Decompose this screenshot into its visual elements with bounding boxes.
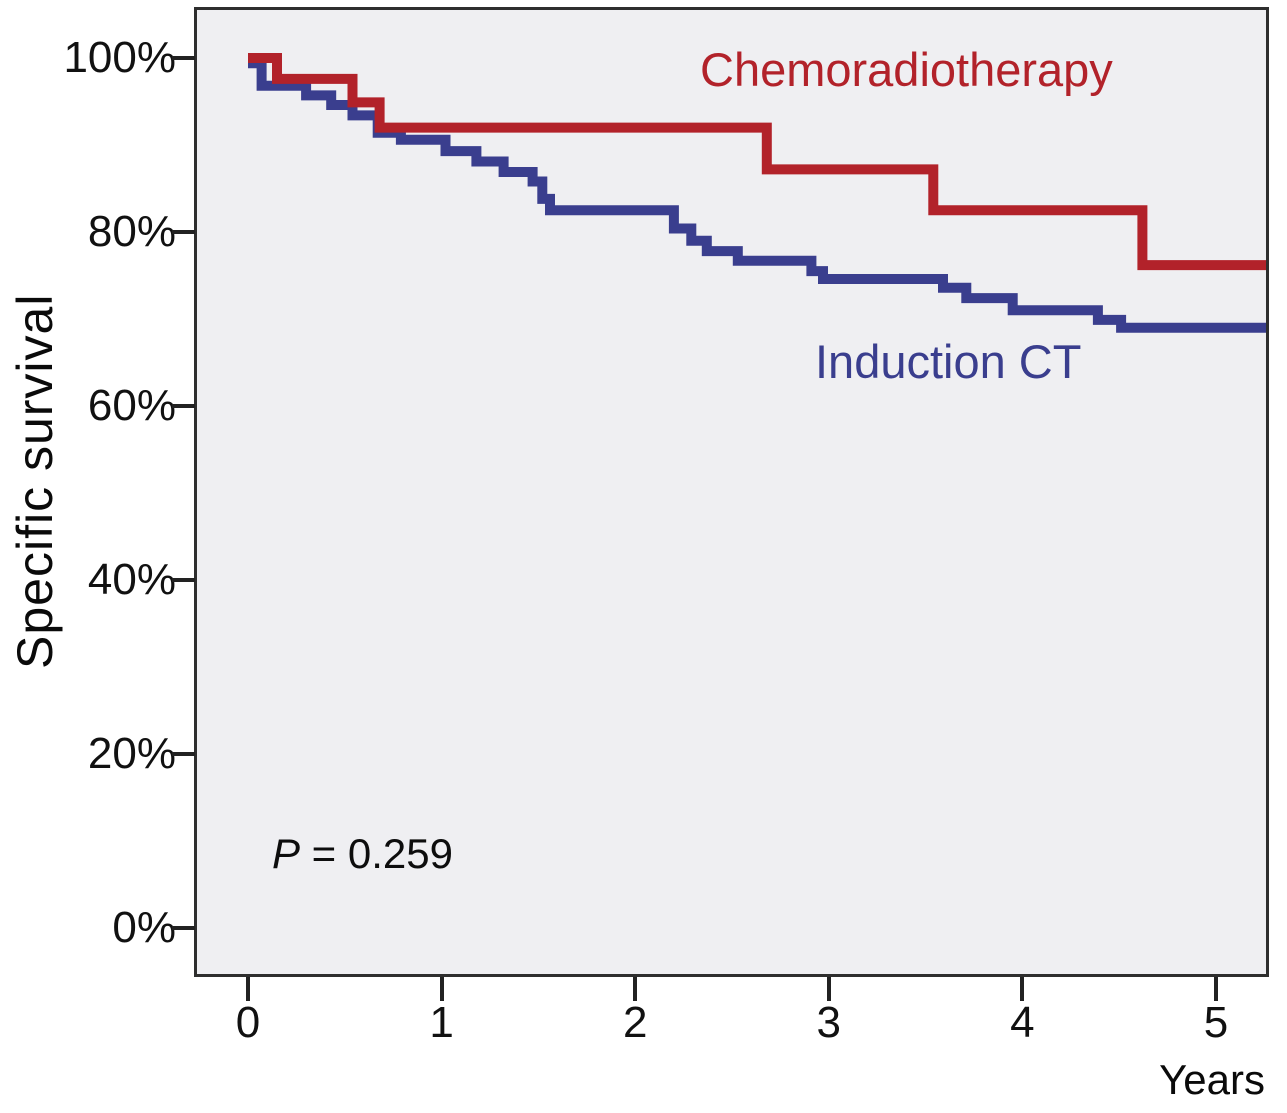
y-tick-label-40: 40%: [87, 555, 176, 604]
x-axis-title: Years: [1159, 1056, 1265, 1103]
y-tick-mark-20: [172, 752, 195, 756]
y-tick-mark-40: [172, 578, 195, 582]
x-tick-mark-3: [826, 977, 831, 1001]
x-tick-mark-2: [633, 977, 638, 1001]
x-tick-label-0: 0: [235, 998, 261, 1047]
y-tick-label-0: 0%: [112, 903, 176, 952]
x-tick-mark-5: [1214, 977, 1218, 1001]
y-tick-label-80: 80%: [87, 207, 176, 256]
y-tick-mark-80: [172, 230, 195, 234]
y-tick-label-20: 20%: [87, 729, 176, 778]
km-curves-svg: [248, 53, 1266, 333]
y-tick-mark-0: [172, 926, 195, 930]
x-tick-mark-1: [439, 977, 444, 1001]
y-tick-mark-100: [172, 56, 195, 60]
y-tick-label-100: 100%: [63, 33, 176, 82]
x-tick-label-5: 5: [1203, 998, 1229, 1047]
survival-curve-induction-ct: [248, 58, 1266, 333]
y-axis-title: Specific survival: [7, 293, 63, 669]
x-tick-label-1: 1: [429, 998, 454, 1047]
x-tick-label-3: 3: [816, 998, 842, 1047]
x-tick-mark-4: [1020, 977, 1025, 1001]
x-tick-label-4: 4: [1010, 998, 1035, 1047]
x-tick-mark-0: [246, 977, 250, 1001]
series-label-chemoradiotherapy: Chemoradiotherapy: [700, 43, 1113, 96]
y-tick-mark-60: [172, 404, 195, 408]
x-tick-label-2: 2: [622, 998, 648, 1047]
survival-curve-chemoradiotherapy: [248, 53, 1266, 271]
y-tick-label-60: 60%: [87, 381, 176, 430]
p-value-annotation: P = 0.259: [272, 830, 453, 877]
plot-area: [194, 7, 1269, 977]
series-label-induction-ct: Induction CT: [815, 335, 1082, 388]
